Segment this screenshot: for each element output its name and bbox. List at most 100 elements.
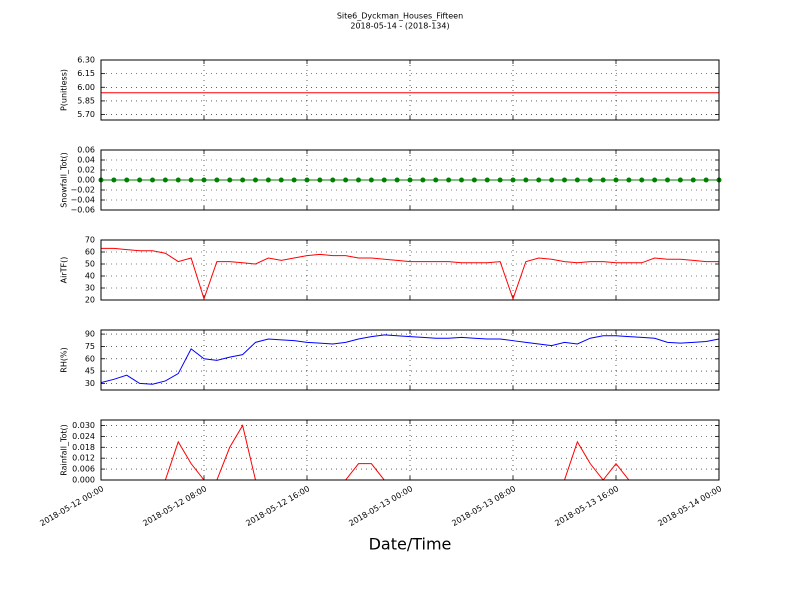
- axes-frame: [100, 149, 720, 211]
- data-point: [124, 177, 130, 183]
- y-tick-label: 60: [85, 248, 95, 257]
- data-point: [162, 177, 168, 183]
- data-point: [484, 177, 490, 183]
- y-tick-label: 0.00: [77, 176, 95, 185]
- data-point: [330, 177, 336, 183]
- y-axis-label: P(unitless): [60, 69, 69, 111]
- data-point: [690, 177, 696, 183]
- data-point: [665, 177, 670, 183]
- data-point: [433, 177, 439, 183]
- y-tick-label: 40: [85, 272, 95, 281]
- x-tick-label: 2018-05-12 16:00: [244, 484, 311, 528]
- data-point: [420, 177, 426, 183]
- data-point: [407, 177, 413, 183]
- y-axis-label: Rainfall_Tot(): [60, 424, 69, 476]
- axes-frame: [100, 329, 720, 391]
- y-axis-label: RH(%): [60, 347, 69, 372]
- y-tick-label: 5.70: [77, 110, 95, 119]
- y-tick-label: 60: [85, 354, 95, 363]
- y-tick-label: 6.30: [77, 56, 95, 65]
- data-point: [150, 177, 155, 183]
- y-tick-label: 0.04: [77, 156, 95, 165]
- data-line: [101, 247, 719, 301]
- data-point: [291, 177, 297, 183]
- y-tick-label: 0.02: [77, 166, 95, 175]
- data-point: [265, 177, 271, 183]
- data-point: [600, 177, 606, 183]
- data-point: [227, 177, 233, 183]
- y-tick-label: −0.02: [70, 186, 95, 195]
- data-point: [574, 177, 580, 183]
- data-point: [613, 177, 619, 183]
- data-point: [652, 177, 658, 183]
- data-point: [343, 177, 349, 183]
- y-tick-label: 0.006: [72, 465, 95, 474]
- data-point: [446, 177, 452, 183]
- data-point: [587, 177, 593, 183]
- y-tick-label: 30: [85, 284, 95, 293]
- x-tick-label: 2018-05-12 08:00: [141, 484, 208, 528]
- data-point: [562, 177, 567, 183]
- data-point: [549, 177, 555, 183]
- x-tick-label: 2018-05-13 00:00: [347, 484, 414, 528]
- y-axis-label: AirTF(): [60, 257, 69, 284]
- chart-title: Site6_Dyckman_Houses_Fifteen: [337, 12, 463, 21]
- x-tick-label: 2018-05-14 00:00: [656, 484, 723, 528]
- data-point: [356, 177, 361, 183]
- data-point: [471, 177, 477, 183]
- y-tick-label: 5.85: [77, 96, 95, 105]
- y-tick-label: 0.06: [77, 146, 95, 155]
- y-tick-label: 90: [85, 330, 95, 339]
- data-line: [100, 334, 720, 385]
- data-point: [639, 177, 645, 183]
- data-point: [253, 177, 258, 183]
- data-point: [278, 177, 284, 183]
- y-tick-label: 75: [85, 342, 95, 351]
- y-tick-label: 6.15: [77, 69, 95, 78]
- y-tick-label: 30: [85, 379, 95, 388]
- data-point: [368, 177, 374, 183]
- x-axis-label: Date/Time: [369, 535, 452, 554]
- chart-subtitle: 2018-05-14 - (2018-134): [350, 22, 449, 31]
- y-tick-label: 50: [85, 260, 95, 269]
- x-tick-label: 2018-05-13 08:00: [450, 484, 517, 528]
- axes-frame: [100, 59, 720, 121]
- y-tick-label: 70: [85, 236, 95, 245]
- data-point: [677, 177, 683, 183]
- y-tick-label: 0.018: [72, 443, 95, 452]
- data-point: [137, 177, 143, 183]
- data-point: [536, 177, 542, 183]
- y-tick-label: −0.04: [70, 196, 95, 205]
- y-tick-label: 0.024: [72, 432, 95, 441]
- data-point: [304, 177, 310, 183]
- data-point: [201, 177, 207, 183]
- axes-frame: [100, 239, 720, 301]
- data-point: [381, 177, 387, 183]
- y-tick-label: −0.06: [70, 206, 95, 215]
- y-tick-label: 45: [85, 367, 95, 376]
- data-point: [214, 177, 220, 183]
- y-tick-label: 6.00: [77, 83, 95, 92]
- data-point: [188, 177, 194, 183]
- y-tick-label: 20: [85, 296, 95, 305]
- data-point: [497, 177, 503, 183]
- y-tick-label: 0.000: [72, 476, 95, 485]
- data-point: [626, 177, 632, 183]
- x-tick-label: 2018-05-12 00:00: [38, 484, 105, 528]
- data-point: [111, 177, 117, 183]
- data-point: [317, 177, 323, 183]
- data-point: [523, 177, 529, 183]
- y-tick-label: 0.012: [72, 454, 95, 463]
- data-line: [101, 424, 719, 481]
- y-axis-label: Snowfall_Tot(): [60, 152, 69, 208]
- data-point: [459, 177, 464, 183]
- axes-frame: [100, 419, 720, 481]
- data-point: [510, 177, 516, 183]
- x-tick-label: 2018-05-13 16:00: [553, 484, 620, 528]
- y-tick-label: 0.030: [72, 421, 95, 430]
- data-point: [240, 177, 246, 183]
- data-point: [175, 177, 181, 183]
- data-point: [703, 177, 709, 183]
- data-point: [394, 177, 400, 183]
